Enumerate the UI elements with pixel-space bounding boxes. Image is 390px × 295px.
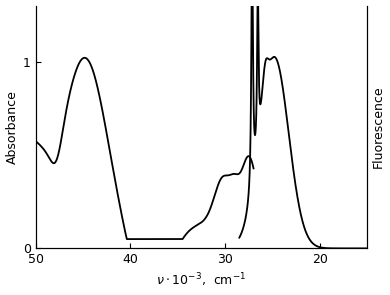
- Y-axis label: Absorbance: Absorbance: [5, 90, 19, 164]
- Y-axis label: Fluorescence: Fluorescence: [371, 86, 385, 168]
- X-axis label: $\nu \cdot 10^{-3}$,  cm$^{-1}$: $\nu \cdot 10^{-3}$, cm$^{-1}$: [156, 272, 246, 289]
